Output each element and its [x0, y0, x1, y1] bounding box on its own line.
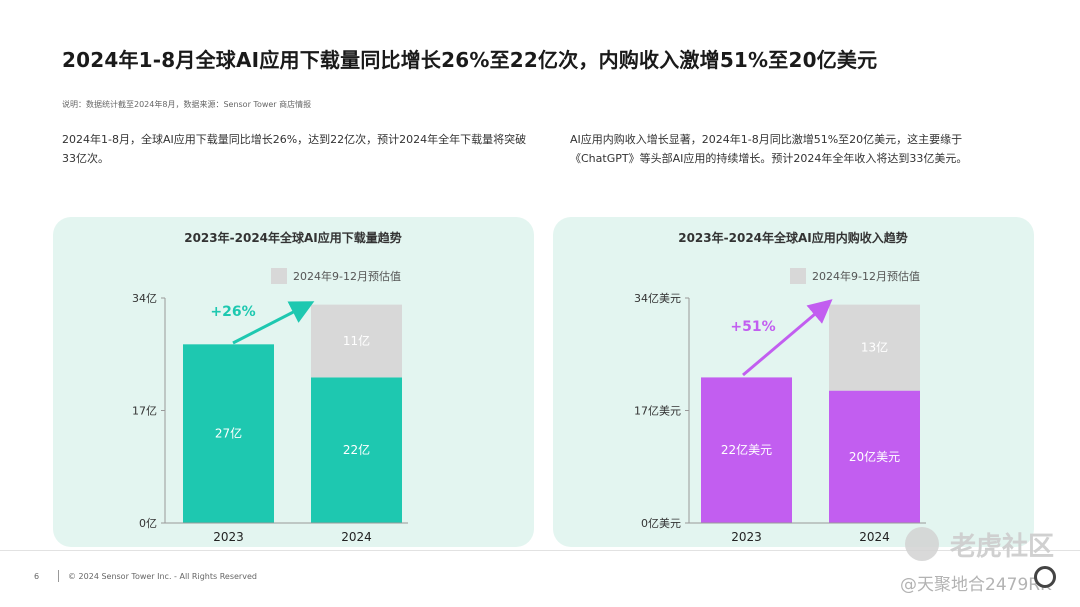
x-tick-label: 2023: [213, 530, 244, 544]
growth-annotation: +51%: [730, 319, 775, 335]
growth-arrow: [232, 301, 315, 345]
data-label: 13亿: [861, 340, 888, 355]
downloads-chart: 2023年-2024年全球AI应用下载量趋势 2024年9-12月预估值 0亿 17亿…: [132, 230, 408, 544]
legend-label: 2024年9-12月预估值: [812, 269, 920, 283]
x-tick-label: 2024: [341, 530, 372, 544]
bar-2024-estimate: [829, 304, 920, 391]
page-number: 6: [34, 572, 40, 581]
legend-swatch: [790, 268, 806, 284]
y-tick-label: 34亿: [132, 292, 157, 305]
data-label: 20亿美元: [849, 449, 900, 464]
watermark-handle: @天聚地合2479RK: [900, 575, 1052, 595]
y-tick-label: 17亿美元: [634, 405, 681, 418]
y-tick-label: 0亿美元: [641, 517, 681, 530]
growth-annotation: +26%: [210, 304, 255, 320]
bar-2024-estimate: [311, 304, 402, 378]
data-label: 11亿: [343, 333, 370, 348]
data-label: 27亿: [215, 426, 242, 441]
watermark-brand: 老虎社区: [950, 532, 1055, 562]
copyright-text: © 2024 Sensor Tower Inc. - All Rights Re…: [68, 572, 257, 581]
revenue-chart: 2023年-2024年全球AI应用内购收入趋势 2024年9-12月预估值 0亿美元…: [634, 230, 926, 544]
chart-title: 2023年-2024年全球AI应用内购收入趋势: [678, 230, 908, 245]
x-tick-label: 2024: [859, 530, 890, 544]
bar-2024: [829, 390, 920, 523]
watermark-badge-icon: [1034, 566, 1056, 588]
revenue-chart-panel: 2023年-2024年全球AI应用内购收入趋势 2024年9-12月预估值 0亿美元…: [553, 217, 1034, 547]
page-title: 2024年1-8月全球AI应用下载量同比增长26%至22亿次，内购收入激增51%…: [62, 48, 878, 72]
description-downloads: 2024年1-8月，全球AI应用下载量同比增长26%，达到22亿次，预计2024…: [62, 133, 527, 165]
watermark-logo-icon: [905, 527, 939, 561]
y-tick-label: 34亿美元: [634, 292, 681, 305]
legend-label: 2024年9-12月预估值: [293, 269, 401, 283]
description-revenue: AI应用内购收入增长显著，2024年1-8月同比激增51%至20亿美元，这主要缘…: [570, 133, 968, 165]
bar-2023: [183, 344, 274, 523]
data-label: 22亿: [343, 442, 370, 457]
footer-separator: [58, 570, 59, 582]
y-tick-label: 0亿: [139, 517, 157, 530]
growth-arrow: [742, 299, 833, 377]
footer-divider: [0, 550, 1080, 551]
legend-swatch: [271, 268, 287, 284]
source-note: 说明：数据统计截至2024年8月，数据来源：Sensor Tower 商店情报: [62, 100, 312, 109]
bar-2024: [311, 377, 402, 523]
bar-2023: [701, 377, 792, 523]
y-tick-label: 17亿: [132, 405, 157, 418]
data-label: 22亿美元: [721, 442, 772, 457]
downloads-chart-panel: 2023年-2024年全球AI应用下载量趋势 2024年9-12月预估值 0亿 17亿…: [53, 217, 534, 547]
chart-title: 2023年-2024年全球AI应用下载量趋势: [184, 230, 402, 245]
x-tick-label: 2023: [731, 530, 762, 544]
